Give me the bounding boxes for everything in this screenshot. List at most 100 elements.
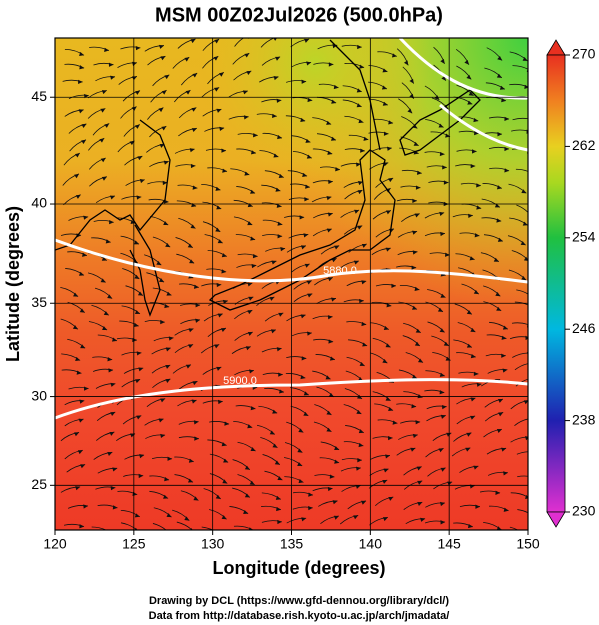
streamline-arrow <box>101 90 107 95</box>
streamline-arrow <box>388 496 394 501</box>
streamline-arrow <box>473 117 479 123</box>
streamline-arrow <box>242 90 248 95</box>
streamline-arrow <box>308 506 313 511</box>
colorbar-tick-label: 262 <box>572 137 596 153</box>
streamline-arrow <box>353 515 359 520</box>
streamline-arrow <box>132 61 137 66</box>
x-tick-label: 145 <box>437 536 461 552</box>
streamline-arrow <box>521 189 527 194</box>
streamline-arrow <box>466 343 472 348</box>
streamline-arrow <box>280 247 286 252</box>
streamline-arrow <box>109 219 114 225</box>
streamline-arrow <box>522 56 528 61</box>
streamline-arrow <box>250 236 256 241</box>
streamline-arrow <box>78 271 84 276</box>
streamline-arrow <box>443 341 449 346</box>
streamline-arrow <box>107 294 113 299</box>
streamline-arrow <box>301 79 307 84</box>
streamline <box>234 38 245 47</box>
streamline-arrow <box>129 140 135 146</box>
streamline-arrow <box>416 170 422 175</box>
streamline-arrow <box>216 366 222 371</box>
streamline-arrow <box>165 347 171 352</box>
streamline-arrow <box>523 400 528 405</box>
streamline-arrow <box>132 337 137 343</box>
streamline-arrow <box>74 432 80 437</box>
streamline-arrow <box>496 306 502 311</box>
streamline <box>516 451 528 455</box>
streamline-arrow <box>475 504 480 509</box>
streamline-arrow <box>326 196 332 201</box>
streamline-arrow <box>82 252 87 257</box>
streamline-arrow <box>218 399 223 405</box>
streamline-arrow <box>354 209 360 214</box>
streamline <box>512 117 528 121</box>
streamline-arrow <box>247 310 253 315</box>
streamline-arrow <box>221 442 227 447</box>
streamline-arrow <box>103 311 109 316</box>
streamline-arrow <box>161 126 167 131</box>
streamline-arrow <box>79 65 85 70</box>
streamline-arrow <box>167 456 173 461</box>
streamline-arrow <box>300 117 306 122</box>
streamline-arrow <box>165 379 171 383</box>
streamline-arrow <box>444 252 450 257</box>
streamline-arrow <box>189 148 195 153</box>
streamline-arrow <box>75 194 81 199</box>
streamline-arrow <box>304 38 310 43</box>
streamline-arrow <box>497 237 503 242</box>
streamline-arrow <box>102 326 108 331</box>
streamline-arrow <box>184 57 190 62</box>
streamline-arrow <box>245 346 251 351</box>
streamline-arrow <box>160 398 166 403</box>
x-tick-label: 150 <box>516 536 540 552</box>
streamline-arrow <box>496 185 502 190</box>
streamline-arrow <box>387 146 392 151</box>
streamline-arrow <box>439 328 445 333</box>
streamline-arrow <box>191 107 197 112</box>
streamline-arrow <box>278 312 284 317</box>
streamline-arrow <box>493 257 499 262</box>
streamline-arrow <box>223 458 229 463</box>
streamline <box>514 301 528 306</box>
streamline-arrow <box>193 284 199 289</box>
streamline-arrow <box>135 90 141 95</box>
streamline-arrow <box>495 490 501 495</box>
streamline-arrow <box>501 335 507 340</box>
streamline-arrow <box>244 465 250 470</box>
streamline-arrow <box>74 153 80 158</box>
streamline-arrow <box>357 458 362 463</box>
streamline-arrow <box>470 415 476 420</box>
streamline-arrow <box>185 90 191 95</box>
x-tick-label: 125 <box>122 536 146 552</box>
streamline-arrow <box>221 269 227 274</box>
streamline-arrow <box>76 370 82 375</box>
streamline-arrow <box>75 486 81 491</box>
streamline-arrow <box>112 505 118 510</box>
plot-area: 5880.0 5900.0 <box>55 38 528 535</box>
streamline <box>511 129 528 132</box>
streamline-arrow <box>327 277 333 282</box>
streamline-arrow <box>247 221 253 226</box>
streamline-arrow <box>415 328 421 333</box>
streamline-arrow <box>335 167 340 172</box>
colorbar-tick-label: 230 <box>572 503 596 519</box>
streamline-arrow <box>327 486 333 492</box>
streamline-arrow <box>466 432 472 437</box>
streamline-arrow <box>164 303 170 309</box>
streamline-arrow <box>496 73 502 78</box>
contour-label: 5900.0 <box>223 375 257 387</box>
streamline-arrow <box>221 515 227 520</box>
streamline-arrow <box>358 429 364 434</box>
streamline-arrow <box>326 228 332 233</box>
streamline-arrow <box>501 447 507 452</box>
streamline-arrow <box>215 531 220 535</box>
streamline-arrow <box>439 372 445 377</box>
streamline-arrow <box>443 180 449 185</box>
streamline-arrow <box>438 448 444 453</box>
streamline-arrow <box>306 61 312 66</box>
streamline-arrow <box>498 412 504 417</box>
streamline <box>515 378 528 387</box>
streamline-arrow <box>388 435 393 441</box>
streamline-arrow <box>253 133 258 138</box>
